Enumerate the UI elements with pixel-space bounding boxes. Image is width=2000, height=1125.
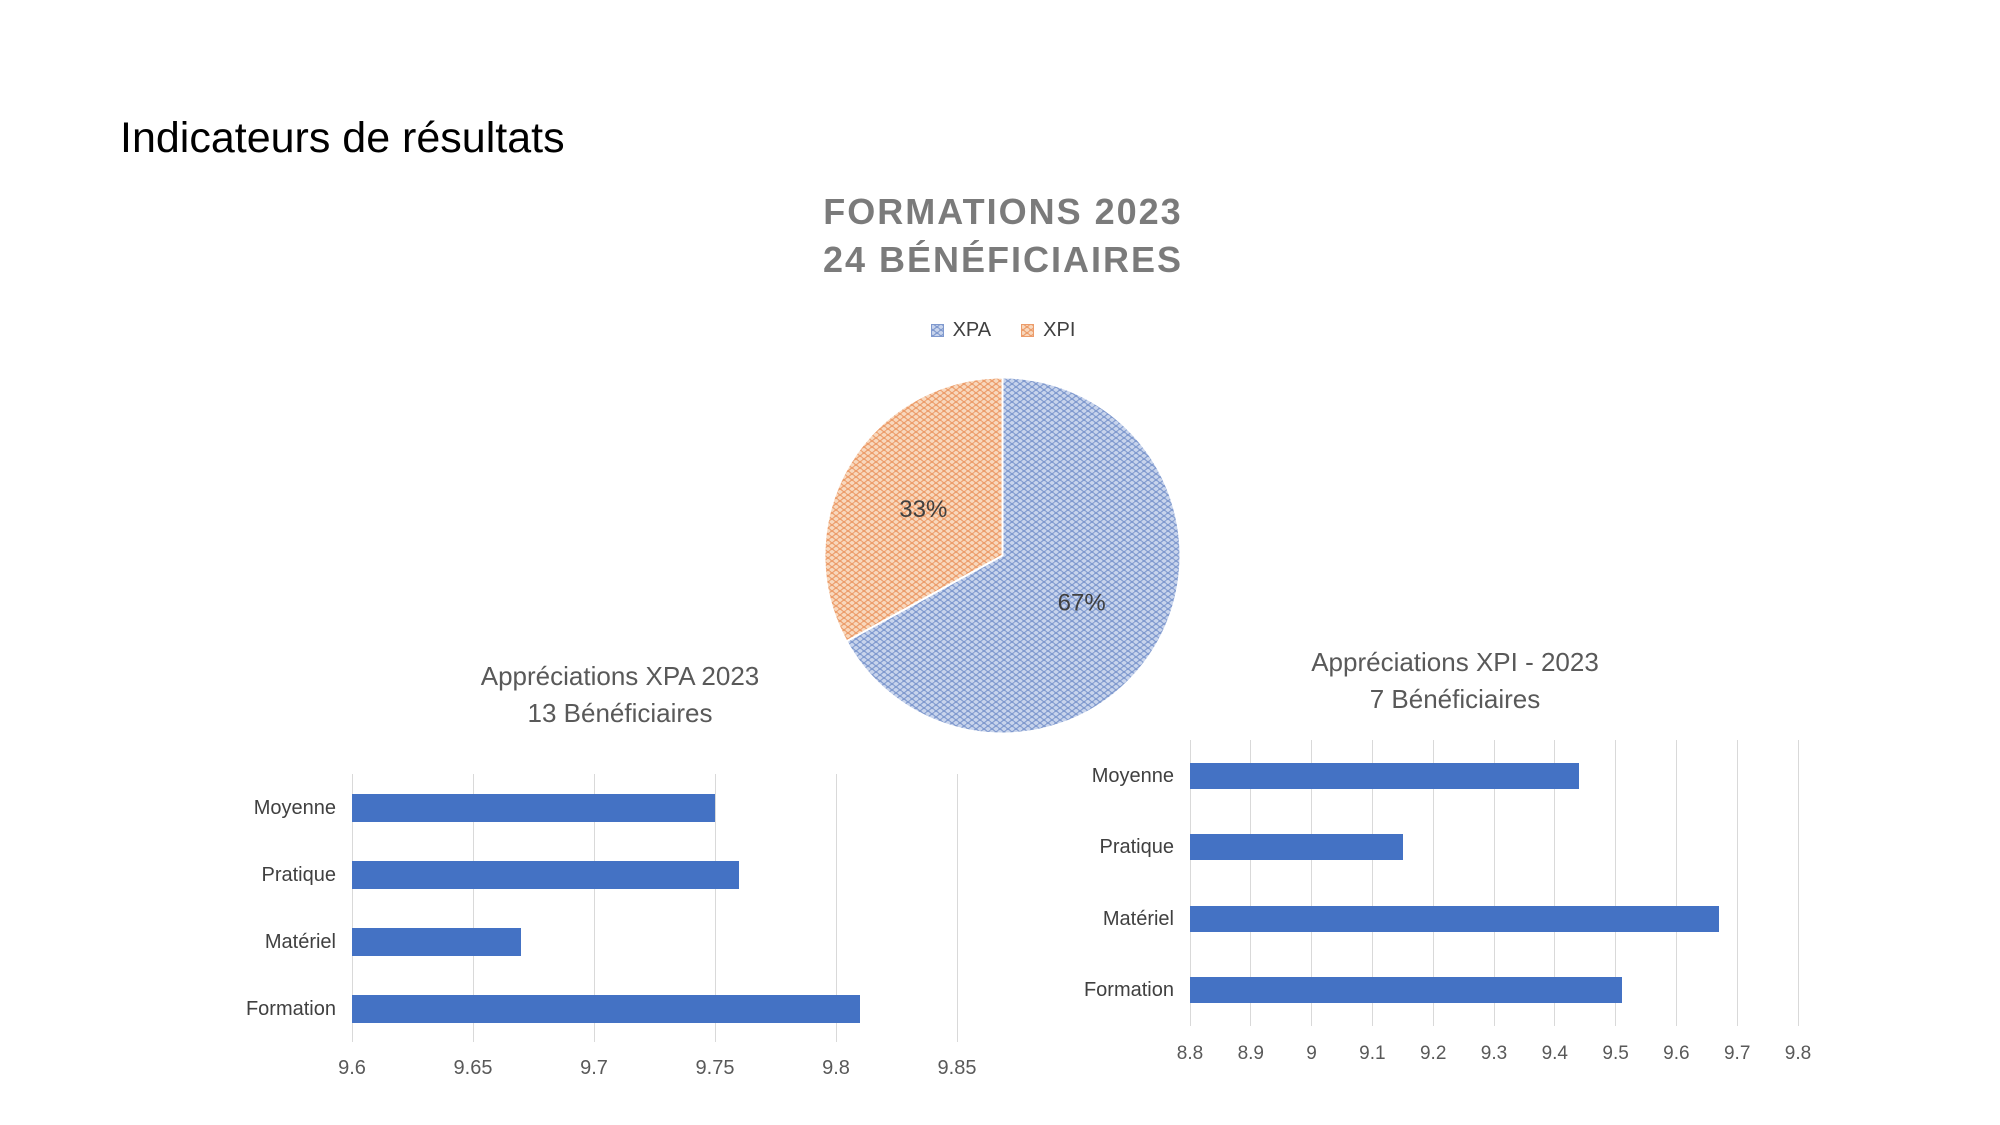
legend-item-xpa: XPA — [930, 318, 992, 342]
gridline — [351, 774, 353, 1042]
axis-tick-label: 8.8 — [1176, 1043, 1204, 1064]
gridline — [1615, 740, 1617, 1026]
axis-tick-label: 9.5 — [1602, 1043, 1629, 1064]
pie-slice-xpi — [823, 376, 1004, 643]
xpi-chart-title: Appréciations XPI - 2023 — [1311, 647, 1599, 677]
category-label-pratique: Pratique — [1099, 836, 1175, 858]
gridline — [1675, 740, 1677, 1026]
gridline — [956, 774, 958, 1042]
bar-pratique — [1190, 834, 1403, 860]
pie-chart-title: FORMATIONS 2023 — [823, 191, 1183, 232]
gridline — [714, 774, 716, 1042]
axis-tick-label: 9.4 — [1541, 1043, 1568, 1064]
legend-item-xpi: XPI — [1021, 319, 1075, 342]
category-label-formation: Formation — [245, 998, 336, 1020]
pie-slice-xpa — [845, 376, 1182, 735]
page-title: Indicateurs de résultats — [120, 114, 565, 162]
gridline — [1554, 740, 1556, 1026]
axis-tick-label: 8.9 — [1237, 1043, 1264, 1064]
pie-chart: 67% 33% — [823, 376, 1182, 735]
axis-tick-label: 9.8 — [1784, 1043, 1812, 1064]
gridline — [1736, 740, 1738, 1026]
legend-swatch-xpa-icon — [930, 323, 944, 337]
bar-materiel — [352, 928, 522, 956]
xpi-chart-subtitle: 7 Bénéficiaires — [1369, 684, 1541, 714]
gridline — [1371, 740, 1373, 1026]
gridline — [593, 774, 595, 1042]
bar-moyenne — [1190, 763, 1580, 789]
axis-tick-label: 9 — [1306, 1043, 1317, 1064]
bar-materiel — [1190, 906, 1719, 932]
bar-formation — [352, 995, 861, 1023]
gridline — [835, 774, 837, 1042]
category-label-moyenne: Moyenne — [253, 797, 336, 819]
axis-tick-label: 9.6 — [1663, 1043, 1690, 1064]
category-label-materiel: Matériel — [1102, 908, 1174, 930]
axis-tick-label: 9.7 — [1723, 1043, 1751, 1064]
pie-slice-label-xpi: 33% — [899, 496, 947, 523]
bar-formation — [1190, 977, 1622, 1003]
bar-pratique — [352, 861, 740, 889]
axis-tick-label: 9.6 — [338, 1057, 366, 1079]
axis-tick-label: 9.2 — [1419, 1043, 1447, 1064]
xpa-chart-subtitle: 13 Bénéficiaires — [527, 698, 713, 728]
gridline — [1250, 740, 1252, 1026]
gridline — [1189, 740, 1191, 1026]
axis-tick-label: 9.85 — [937, 1057, 977, 1079]
pie-chart-subtitle: 24 BÉNÉFICIAIRES — [822, 239, 1184, 280]
category-label-pratique: Pratique — [261, 864, 337, 886]
axis-tick-label: 9.7 — [580, 1057, 608, 1079]
gridline — [1432, 740, 1434, 1026]
axis-tick-label: 9.1 — [1359, 1043, 1386, 1064]
gridline — [1493, 740, 1495, 1026]
category-label-moyenne: Moyenne — [1091, 765, 1174, 787]
gridline — [1797, 740, 1799, 1026]
category-label-materiel: Matériel — [264, 931, 336, 953]
legend-label-xpi: XPI — [1043, 318, 1076, 341]
bar-moyenne — [352, 794, 715, 822]
axis-tick-label: 9.65 — [453, 1057, 493, 1079]
axis-tick-label: 9.75 — [695, 1057, 735, 1079]
category-label-formation: Formation — [1083, 979, 1174, 1001]
legend-label-xpa: XPA — [952, 318, 992, 341]
pie-legend: XPA XPI — [703, 318, 1303, 342]
gridline — [1311, 740, 1313, 1026]
pie-slice-label-xpa: 67% — [1058, 590, 1106, 617]
axis-tick-label: 9.8 — [822, 1057, 850, 1079]
xpa-chart-title: Appréciations XPA 2023 — [480, 661, 760, 691]
axis-tick-label: 9.3 — [1480, 1043, 1508, 1064]
gridline — [472, 774, 474, 1042]
legend-swatch-xpi-icon — [1021, 323, 1035, 337]
